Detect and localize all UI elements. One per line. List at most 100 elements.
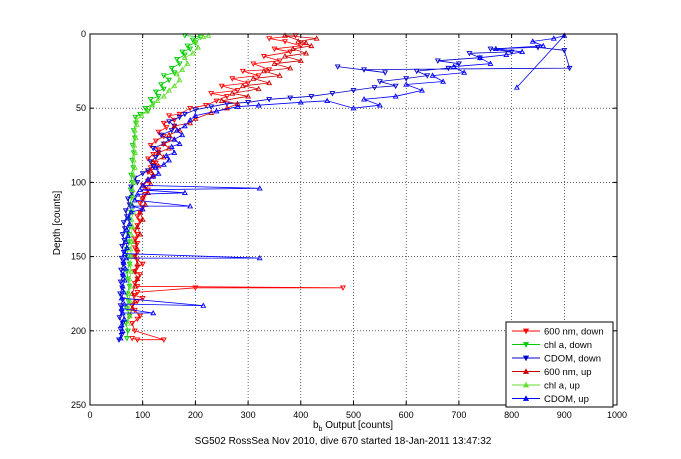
legend-entry-label: chl a, up [544,381,580,392]
legend-marker [522,328,530,335]
data-point [403,76,410,82]
data-point [145,156,151,162]
data-point [213,108,220,114]
data-point [187,116,194,123]
y-tick-label: 50 [76,103,86,113]
data-point [534,45,541,51]
data-point [192,38,199,44]
data-point [229,90,236,96]
data-point [133,121,140,127]
data-point [168,65,175,72]
data-point [129,336,136,342]
data-point [125,298,132,305]
data-point [119,244,126,250]
data-point [122,208,129,214]
data-point [189,50,196,56]
data-point [256,254,263,261]
data-point [139,216,146,222]
data-point [127,246,134,252]
data-point [125,214,132,221]
data-point [181,189,188,195]
data-point [361,67,368,73]
data-point [181,122,188,129]
data-point [250,75,257,81]
data-point [120,271,127,277]
data-point [121,315,128,322]
x-tick-label: 800 [504,410,519,420]
data-point [131,164,138,170]
data-point [129,223,136,230]
data-point [271,46,278,52]
data-point [361,96,368,102]
data-point [339,285,346,291]
data-point [134,223,141,230]
data-point [158,132,165,139]
data-point [205,32,212,38]
data-point [163,125,170,131]
data-point [137,208,144,215]
data-point [134,275,141,282]
data-point [166,131,173,138]
data-point [166,87,173,93]
series-line [120,34,566,339]
data-point [137,186,144,193]
data-point [155,94,162,100]
data-point [124,196,131,202]
data-point [139,295,146,302]
data-point [245,93,252,99]
data-point [160,161,167,167]
data-point [171,70,178,76]
data-point [239,68,246,75]
y-tick-label: 100 [71,177,86,187]
data-point [129,238,136,244]
data-point [295,38,302,44]
data-point [150,146,157,152]
data-point [150,173,157,179]
data-point [126,312,133,319]
data-point [129,290,136,296]
data-point [142,105,149,112]
data-point [131,297,138,304]
legend-marker [522,342,530,348]
data-point [121,277,128,283]
data-point [166,137,173,143]
data-point [131,142,138,148]
y-tick-label: 200 [71,326,86,336]
data-point [392,93,399,99]
data-point [529,38,536,44]
data-point [282,32,288,38]
data-point [271,60,278,66]
data-point [303,50,310,56]
data-point [133,116,140,123]
data-point [324,97,331,103]
legend-entry-label: CDOM, down [544,354,601,365]
legend-entry-label: CDOM, up [544,394,589,405]
data-point [124,320,131,326]
data-point [192,285,199,291]
data-point [150,158,157,164]
data-point [147,167,154,173]
data-point [171,117,178,124]
data-point [176,61,183,67]
data-point [160,93,167,99]
data-point [424,73,431,79]
figure-footer-caption: SG502 RossSea Nov 2010, dive 670 started… [195,436,492,447]
data-point [166,77,173,84]
axis-ticks: 0 100 200 300 400 500 600 700 800 900 1000 0 50 100 15… [71,29,627,420]
data-point [118,255,125,262]
data-point [120,259,127,265]
data-point [147,143,154,149]
data-point [119,232,126,238]
data-point [419,87,425,93]
data-point [266,36,273,42]
data-point [445,65,452,72]
data-point [134,337,141,343]
data-point [155,147,162,153]
data-point [138,112,145,118]
y-tick-label: 250 [71,400,86,410]
data-point [173,70,180,77]
data-point [160,73,167,79]
data-point [131,268,138,274]
data-point [173,127,180,133]
